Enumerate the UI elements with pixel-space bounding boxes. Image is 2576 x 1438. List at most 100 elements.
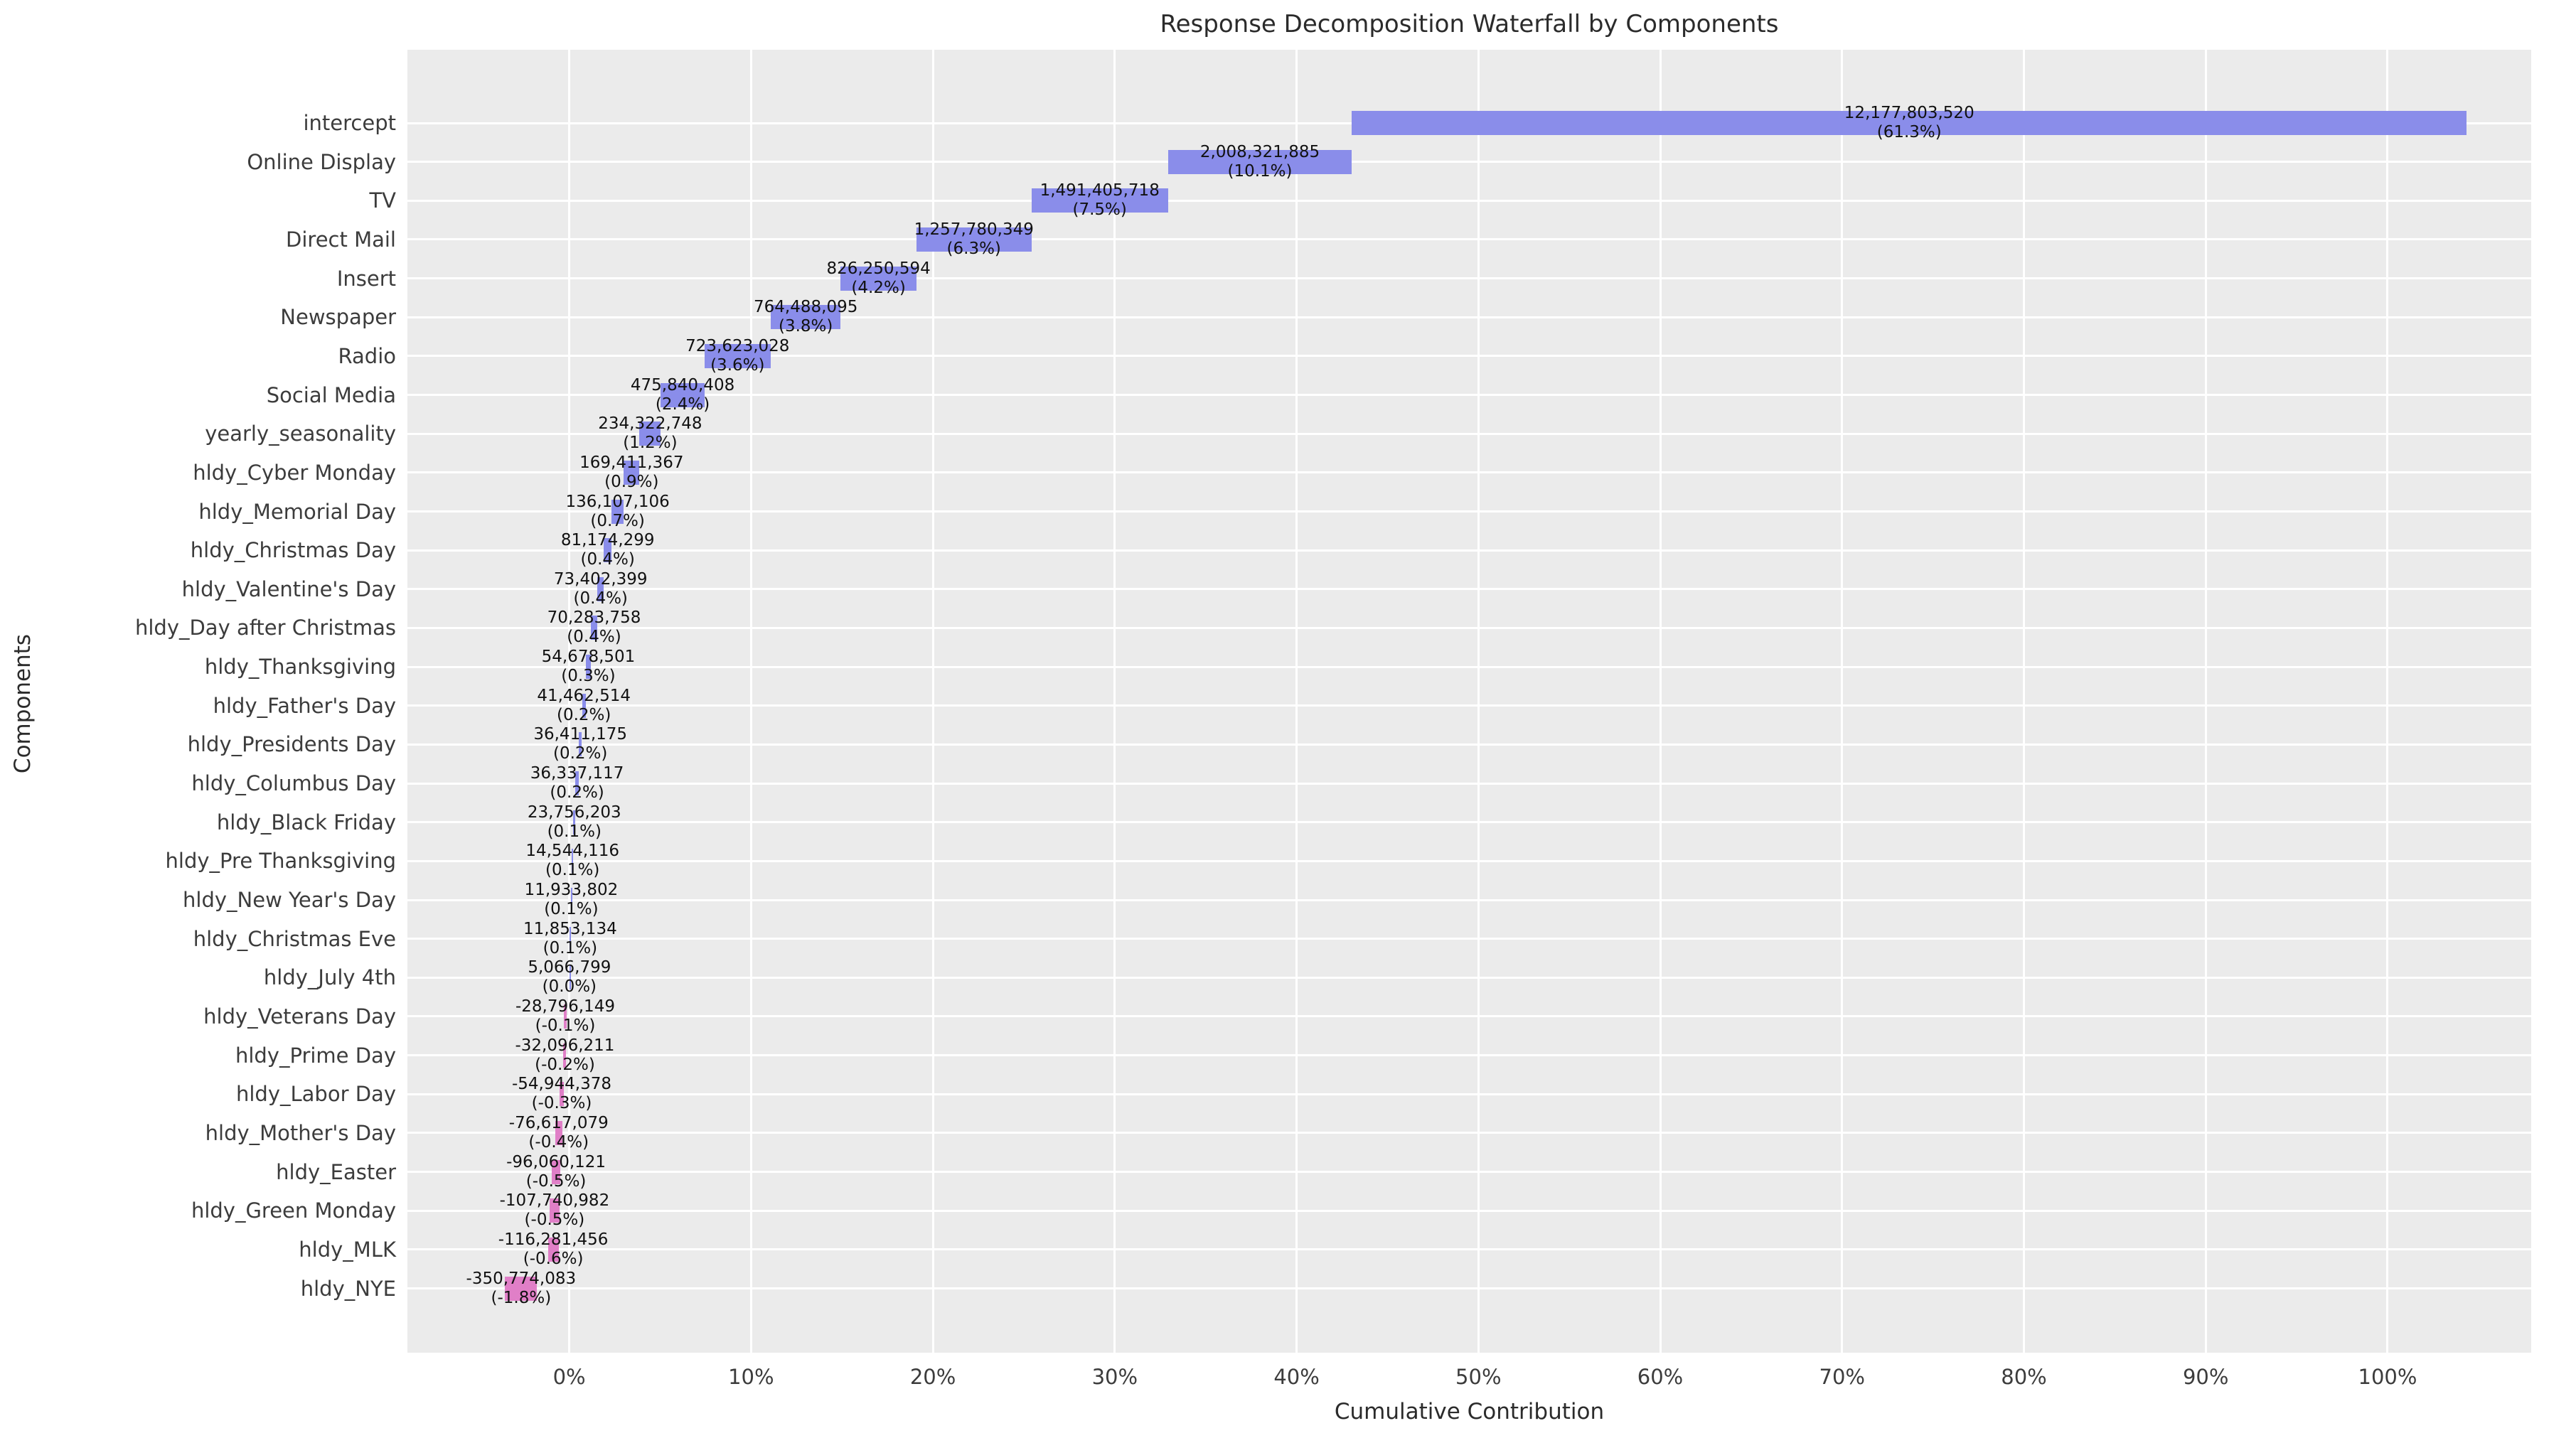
bar-hldy-labor-day bbox=[559, 1082, 565, 1107]
value-label-hldy-columbus-day: 36,337,117 bbox=[530, 764, 624, 783]
bar-annotation-hldy-thanksgiving: 54,678,501 (0.3%) bbox=[542, 648, 636, 686]
h-gridline bbox=[407, 1015, 2531, 1018]
y-tick-hldy-presidents-day: hldy_Presidents Day bbox=[187, 732, 396, 757]
bar-annotation-hldy-pre-thanksgiving: 14,544,116 (0.1%) bbox=[525, 842, 619, 880]
h-gridline bbox=[407, 1054, 2531, 1057]
bar-hldy-valentine-s-day bbox=[597, 576, 604, 601]
bar-intercept bbox=[1352, 111, 2467, 135]
value-label-social-media: 475,840,408 bbox=[630, 375, 735, 395]
bar-hldy-pre-thanksgiving bbox=[572, 849, 574, 874]
bar-hldy-christmas-day bbox=[604, 538, 611, 563]
bar-hldy-easter bbox=[551, 1159, 561, 1184]
pct-label-hldy-prime-day: (-0.2%) bbox=[535, 1055, 595, 1074]
bar-hldy-july-4th bbox=[569, 965, 571, 990]
bar-hldy-mother-s-day bbox=[555, 1120, 562, 1145]
h-gridline bbox=[407, 1132, 2531, 1134]
bar-annotation-radio: 723,623,028 (3.6%) bbox=[685, 337, 789, 375]
y-tick-hldy-valentine-s-day: hldy_Valentine's Day bbox=[181, 576, 396, 601]
y-tick-hldy-green-monday: hldy_Green Monday bbox=[191, 1198, 396, 1223]
value-label-direct-mail: 1,257,780,349 bbox=[914, 220, 1034, 239]
v-gridline-100% bbox=[2386, 50, 2389, 1353]
x-tick-100%: 100% bbox=[2358, 1365, 2417, 1389]
value-label-hldy-mlk: -116,281,456 bbox=[498, 1230, 609, 1249]
bar-hldy-black-friday bbox=[573, 810, 576, 835]
value-label-hldy-nye: -350,774,083 bbox=[466, 1269, 577, 1288]
bar-annotation-hldy-easter: -96,060,121 (-0.5%) bbox=[506, 1153, 606, 1191]
pct-label-hldy-labor-day: (-0.3%) bbox=[531, 1094, 592, 1113]
y-tick-hldy-prime-day: hldy_Prime Day bbox=[235, 1043, 396, 1068]
bar-hldy-mlk bbox=[547, 1237, 559, 1262]
bar-annotation-hldy-christmas-day: 81,174,299 (0.4%) bbox=[561, 531, 655, 569]
value-label-hldy-black-friday: 23,756,203 bbox=[527, 803, 621, 822]
pct-label-hldy-thanksgiving: (0.3%) bbox=[561, 667, 616, 686]
h-gridline bbox=[407, 1248, 2531, 1251]
bar-annotation-hldy-christmas-eve: 11,853,134 (0.1%) bbox=[523, 920, 617, 958]
bar-online-display bbox=[1167, 149, 1352, 174]
bar-annotation-tv: 1,491,405,718 (7.5%) bbox=[1040, 181, 1160, 220]
value-label-hldy-thanksgiving: 54,678,501 bbox=[541, 648, 636, 667]
value-label-hldy-day-after-christmas: 70,283,758 bbox=[547, 608, 641, 628]
bar-hldy-presidents-day bbox=[578, 732, 582, 757]
pct-label-social-media: (2.4%) bbox=[655, 395, 710, 414]
pct-label-newspaper: (3.8%) bbox=[778, 317, 833, 336]
x-tick-20%: 20% bbox=[909, 1365, 956, 1389]
value-label-hldy-mother-s-day: -76,617,079 bbox=[508, 1113, 609, 1132]
y-tick-hldy-easter: hldy_Easter bbox=[276, 1159, 396, 1184]
y-tick-hldy-cyber-monday: hldy_Cyber Monday bbox=[193, 460, 396, 485]
bar-hldy-day-after-christmas bbox=[591, 616, 597, 640]
value-label-hldy-presidents-day: 36,411,175 bbox=[533, 725, 628, 744]
pct-label-direct-mail: (6.3%) bbox=[946, 239, 1001, 258]
v-gridline-10% bbox=[749, 50, 752, 1353]
y-tick-direct-mail: Direct Mail bbox=[286, 227, 396, 252]
pct-label-hldy-pre-thanksgiving: (0.1%) bbox=[545, 861, 600, 880]
pct-label-hldy-day-after-christmas: (0.4%) bbox=[567, 628, 621, 647]
x-tick-90%: 90% bbox=[2182, 1365, 2229, 1389]
bar-hldy-columbus-day bbox=[575, 771, 579, 796]
value-label-hldy-easter: -96,060,121 bbox=[506, 1152, 606, 1171]
h-gridline bbox=[407, 1287, 2531, 1289]
value-label-hldy-valentine-s-day: 73,402,399 bbox=[553, 569, 648, 589]
bar-hldy-veterans-day bbox=[564, 1004, 567, 1029]
h-gridline bbox=[407, 588, 2531, 591]
bar-annotation-hldy-new-year-s-day: 11,933,802 (0.1%) bbox=[525, 881, 619, 919]
y-tick-hldy-labor-day: hldy_Labor Day bbox=[236, 1082, 396, 1107]
pct-label-hldy-cyber-monday: (0.9%) bbox=[604, 472, 659, 491]
h-gridline bbox=[407, 938, 2531, 940]
pct-label-hldy-valentine-s-day: (0.4%) bbox=[573, 589, 628, 608]
value-label-tv: 1,491,405,718 bbox=[1040, 181, 1160, 200]
v-gridline-90% bbox=[2204, 50, 2207, 1353]
h-gridline bbox=[407, 859, 2531, 862]
pct-label-hldy-mlk: (-0.6%) bbox=[523, 1249, 584, 1268]
bar-annotation-online-display: 2,008,321,885 (10.1%) bbox=[1200, 143, 1320, 181]
bar-hldy-memorial-day bbox=[611, 499, 624, 524]
bar-yearly-seasonality bbox=[639, 422, 661, 446]
h-gridline bbox=[407, 782, 2531, 785]
y-tick-hldy-black-friday: hldy_Black Friday bbox=[216, 810, 396, 835]
pct-label-hldy-green-monday: (-0.5%) bbox=[524, 1211, 585, 1230]
y-tick-hldy-memorial-day: hldy_Memorial Day bbox=[198, 499, 396, 524]
value-label-intercept: 12,177,803,520 bbox=[1844, 104, 1974, 122]
bar-tv bbox=[1031, 188, 1168, 213]
bar-annotation-hldy-veterans-day: -28,796,149 (-0.1%) bbox=[515, 997, 615, 1036]
plot-area: 12,177,803,520 (61.3%) 2,008,321,885 (10.1%… bbox=[407, 50, 2531, 1353]
x-tick-60%: 60% bbox=[1637, 1365, 1684, 1389]
value-label-hldy-veterans-day: -28,796,149 bbox=[515, 997, 615, 1016]
bar-hldy-green-monday bbox=[549, 1198, 560, 1223]
x-tick-40%: 40% bbox=[1273, 1365, 1320, 1389]
value-label-newspaper: 764,488,095 bbox=[754, 298, 858, 317]
bar-annotation-hldy-mother-s-day: -76,617,079 (-0.4%) bbox=[509, 1114, 609, 1152]
y-tick-newspaper: Newspaper bbox=[280, 305, 396, 330]
v-gridline-50% bbox=[1477, 50, 1480, 1353]
v-gridline-30% bbox=[1113, 50, 1116, 1353]
pct-label-insert: (4.2%) bbox=[851, 278, 906, 297]
h-gridline bbox=[407, 1093, 2531, 1095]
pct-label-tv: (7.5%) bbox=[1072, 200, 1127, 220]
h-gridline bbox=[407, 277, 2531, 280]
y-tick-hldy-nye: hldy_NYE bbox=[300, 1276, 396, 1301]
y-tick-hldy-christmas-day: hldy_Christmas Day bbox=[190, 538, 396, 563]
pct-label-hldy-memorial-day: (0.7%) bbox=[590, 511, 645, 530]
y-tick-hldy-day-after-christmas: hldy_Day after Christmas bbox=[134, 616, 396, 640]
value-label-online-display: 2,008,321,885 bbox=[1199, 142, 1320, 161]
h-gridline bbox=[407, 316, 2531, 318]
h-gridline bbox=[407, 199, 2531, 202]
